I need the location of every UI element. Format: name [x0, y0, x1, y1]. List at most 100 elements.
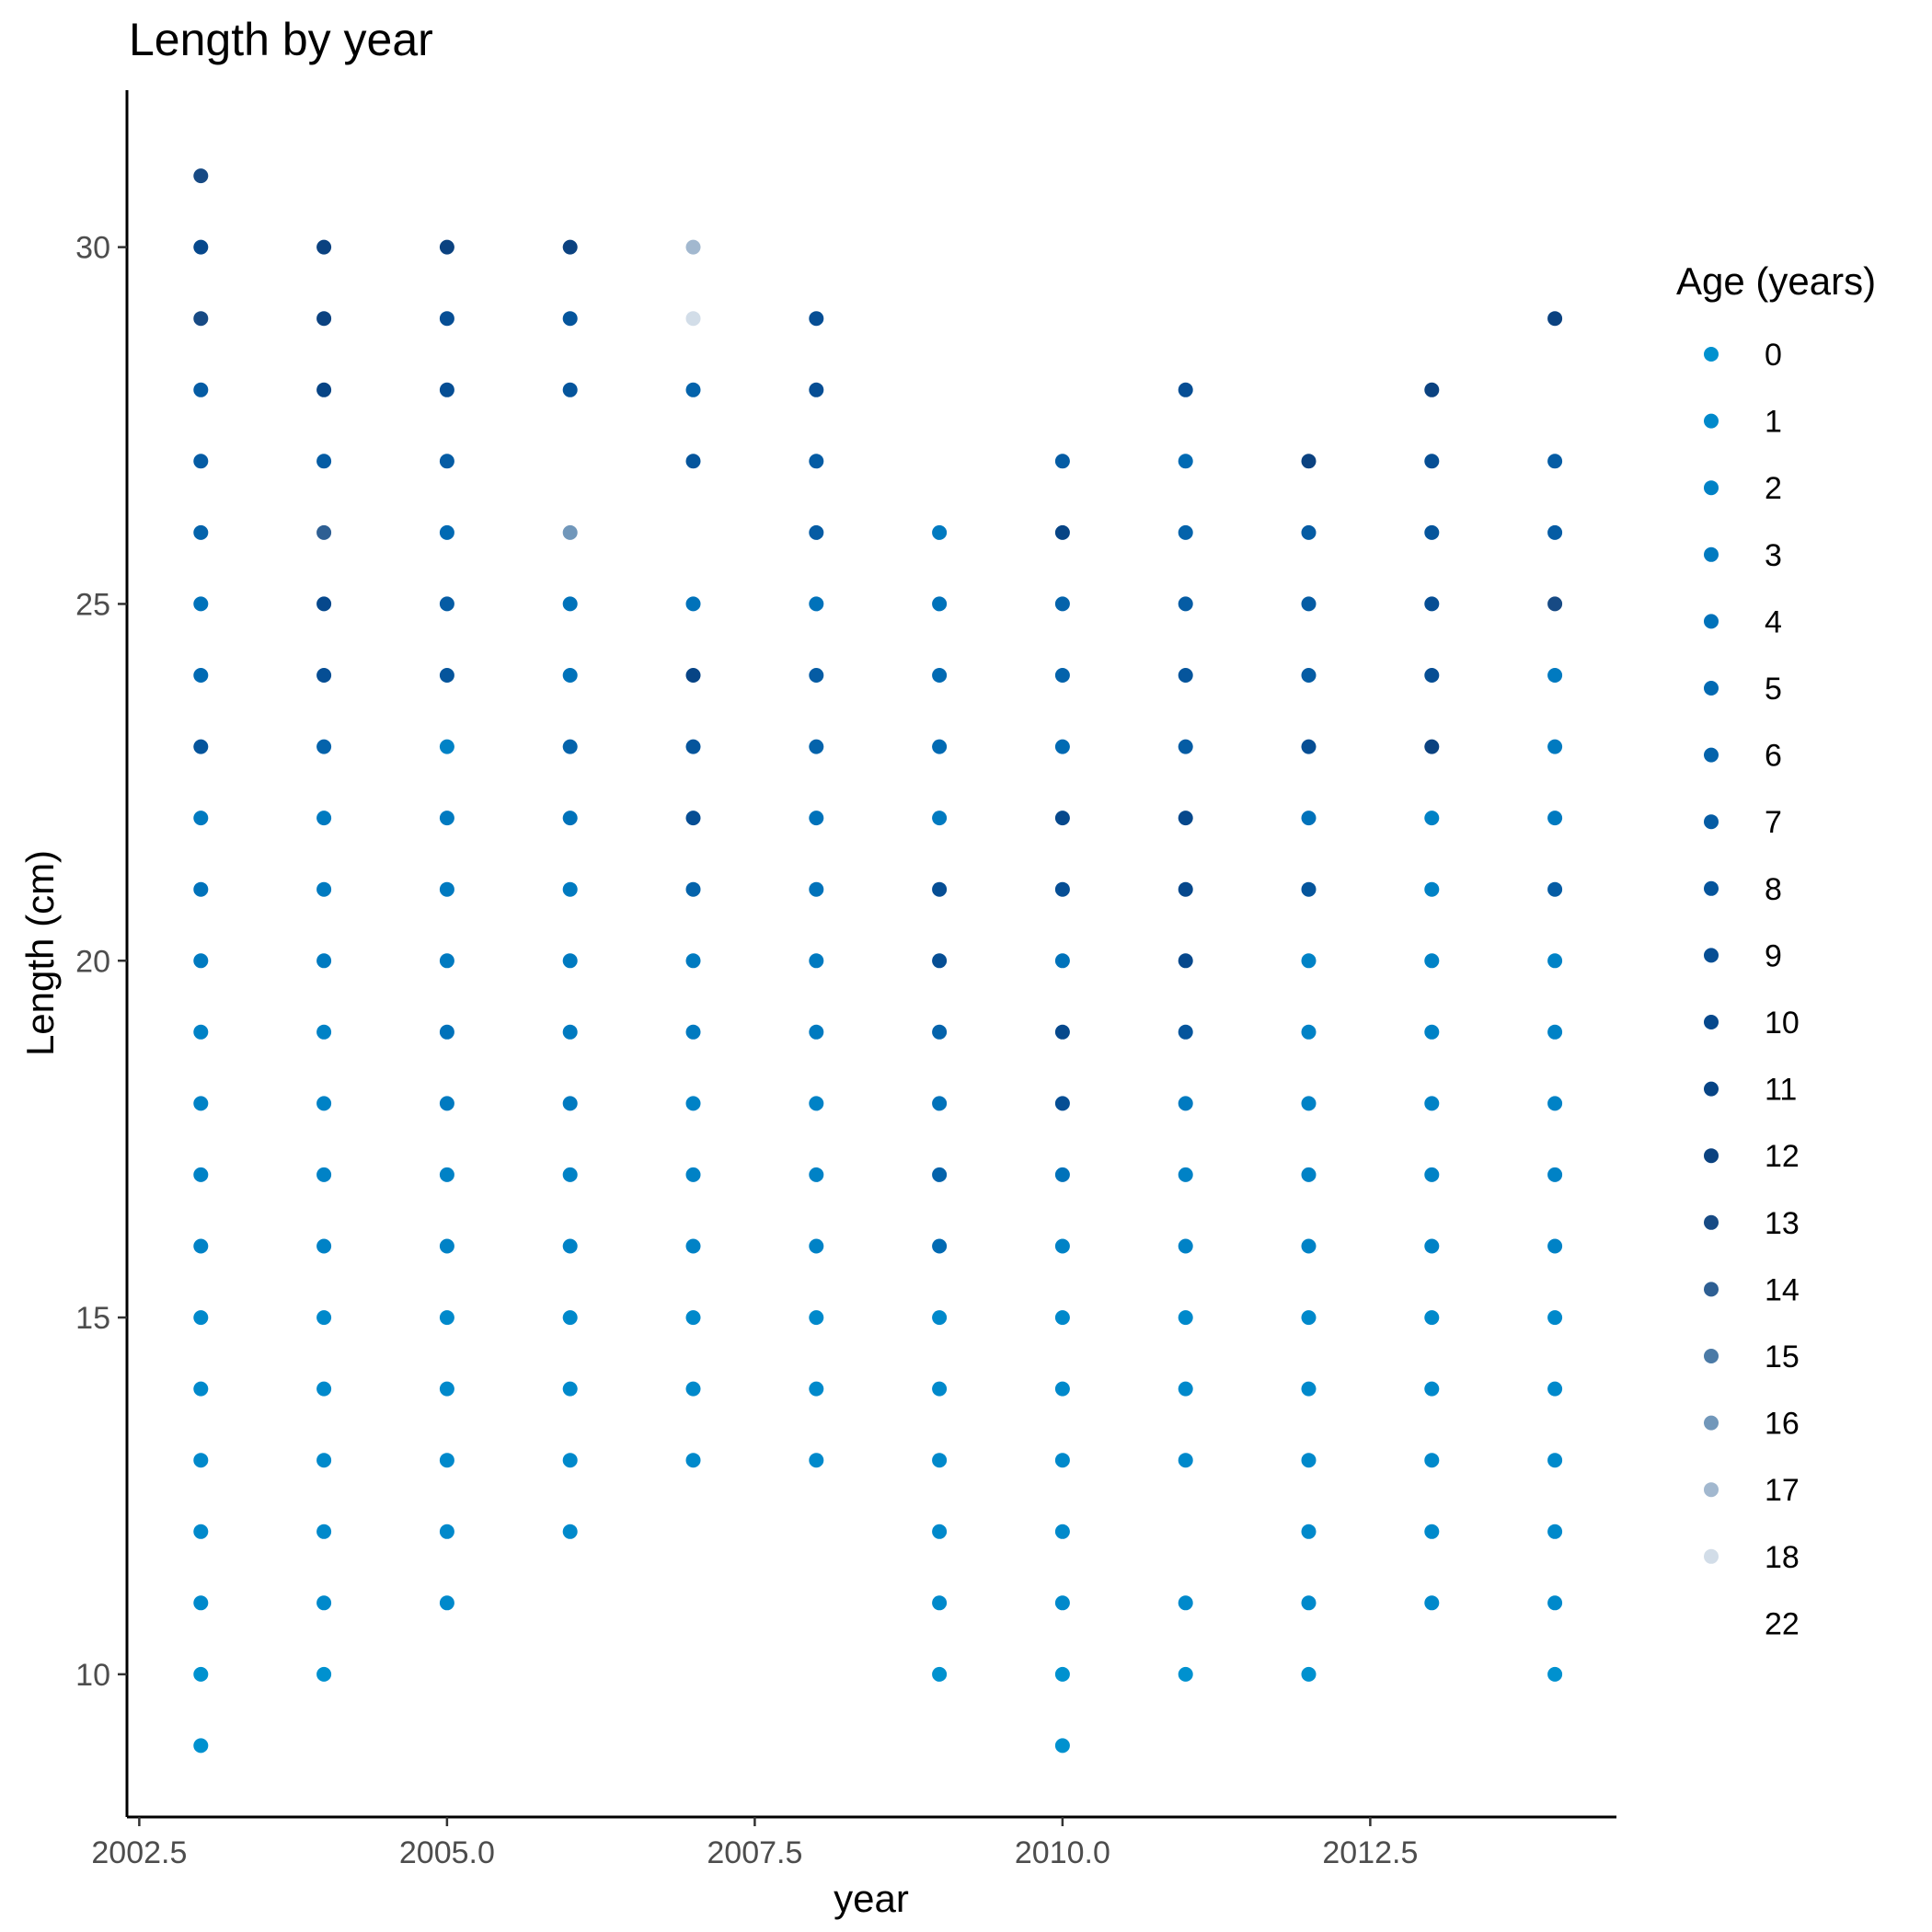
data-point	[193, 1453, 209, 1468]
data-point	[193, 668, 209, 683]
data-point	[685, 1096, 701, 1111]
data-point	[1547, 1595, 1563, 1611]
legend-label: 16	[1765, 1407, 1800, 1442]
data-point	[1301, 1096, 1317, 1111]
legend-entry: 13	[1704, 1206, 1800, 1241]
data-point	[685, 953, 701, 969]
data-point	[809, 1453, 824, 1468]
data-point	[1054, 811, 1070, 826]
legend-key	[1704, 480, 1719, 496]
data-point	[1547, 1167, 1563, 1182]
legend-entry: 22	[1704, 1606, 1800, 1641]
legend-label: 3	[1765, 538, 1782, 573]
legend-label: 17	[1765, 1473, 1800, 1508]
x-tick-label: 2007.5	[707, 1835, 802, 1870]
legend-entry: 0	[1704, 338, 1782, 373]
legend-label: 4	[1765, 604, 1782, 639]
data-point	[932, 668, 948, 683]
legend-label: 5	[1765, 672, 1782, 707]
data-point	[316, 1524, 332, 1539]
data-point	[1424, 382, 1440, 397]
y-axis-ticks: 10 15 20 25 30	[75, 231, 127, 1693]
data-point	[1054, 1310, 1070, 1326]
data-point	[1301, 668, 1317, 683]
data-point	[193, 881, 209, 897]
data-point	[439, 1238, 454, 1254]
x-tick-label: 2012.5	[1322, 1835, 1418, 1870]
data-point	[809, 382, 824, 397]
legend-label: 8	[1765, 872, 1782, 907]
legend-key	[1704, 546, 1719, 562]
data-point	[1547, 454, 1563, 469]
data-point	[1301, 1167, 1317, 1182]
data-point	[932, 739, 948, 754]
data-point	[685, 239, 701, 255]
legend-label: 1	[1765, 405, 1782, 440]
legend-key	[1704, 1415, 1719, 1431]
y-tick-label: 20	[75, 944, 110, 979]
data-point	[439, 1096, 454, 1111]
data-point	[1178, 881, 1193, 897]
data-point	[1178, 454, 1193, 469]
data-point	[1424, 1167, 1440, 1182]
legend-label: 11	[1765, 1073, 1797, 1108]
data-point	[439, 382, 454, 397]
data-point	[1424, 1310, 1440, 1326]
data-point	[193, 1595, 209, 1611]
legend-key	[1704, 347, 1719, 362]
x-tick-label: 2002.5	[91, 1835, 187, 1870]
legend-entry: 2	[1704, 471, 1782, 506]
legend-key	[1704, 1349, 1719, 1363]
data-point	[1054, 1024, 1070, 1040]
data-point	[562, 382, 578, 397]
data-point	[1547, 524, 1563, 540]
data-point	[439, 1595, 454, 1611]
data-point	[562, 881, 578, 897]
data-point	[562, 739, 578, 754]
data-point	[932, 596, 948, 612]
legend-label: 7	[1765, 805, 1782, 840]
data-point	[1424, 811, 1440, 826]
data-point	[1178, 1024, 1193, 1040]
legend-entry: 15	[1704, 1340, 1800, 1374]
data-point	[316, 1310, 332, 1326]
data-point	[316, 1381, 332, 1397]
data-point	[1054, 454, 1070, 469]
data-point	[1054, 1595, 1070, 1611]
data-point	[1547, 1024, 1563, 1040]
legend-key	[1704, 747, 1719, 763]
data-point	[685, 1238, 701, 1254]
data-point	[193, 1024, 209, 1040]
data-point	[685, 739, 701, 754]
data-point	[1547, 1096, 1563, 1111]
data-point	[809, 1024, 824, 1040]
data-point	[1301, 881, 1317, 897]
data-point	[1424, 596, 1440, 612]
data-point	[439, 1024, 454, 1040]
data-point	[809, 596, 824, 612]
data-point	[562, 596, 578, 612]
data-point	[932, 1024, 948, 1040]
data-point	[932, 1666, 948, 1682]
data-point	[1424, 1238, 1440, 1254]
data-point	[809, 1381, 824, 1397]
data-point	[1178, 1310, 1193, 1326]
legend-entry: 8	[1704, 872, 1782, 907]
data-point	[1547, 1524, 1563, 1539]
data-point	[193, 311, 209, 327]
data-point	[562, 1453, 578, 1468]
x-tick-label: 2005.0	[399, 1835, 495, 1870]
data-point	[193, 596, 209, 612]
data-point	[1301, 739, 1317, 754]
data-point	[1178, 1096, 1193, 1111]
data-point	[316, 1167, 332, 1182]
data-point	[1547, 311, 1563, 327]
data-point	[809, 668, 824, 683]
data-point	[685, 881, 701, 897]
data-point	[1547, 1453, 1563, 1468]
data-point	[809, 1167, 824, 1182]
legend-key	[1704, 681, 1719, 696]
legend-key	[1704, 1081, 1719, 1097]
data-point	[1054, 1381, 1070, 1397]
